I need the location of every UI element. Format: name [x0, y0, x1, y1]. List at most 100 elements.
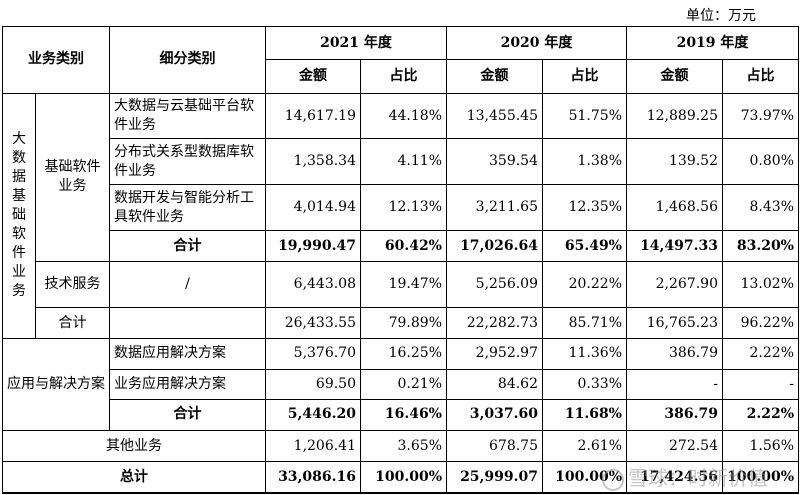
cell-value: 73.97%	[722, 92, 799, 140]
cell-value: 84.62	[446, 368, 543, 400]
cell-value: 25,999.07	[446, 461, 543, 495]
row-name: 数据应用解决方案	[109, 338, 266, 370]
cell-value: 2,952.97	[446, 338, 543, 370]
cell-value: 11.36%	[542, 338, 627, 370]
cell-value: 1,468.56	[626, 184, 723, 232]
grand-total-row: 总计 33,086.16 100.00% 25,999.07 100.00% 1…	[2, 461, 799, 495]
cell-value: 2.61%	[542, 429, 627, 463]
cell-value: 51.75%	[542, 92, 627, 140]
cell-value: 83.20%	[722, 230, 799, 263]
group-application: 应用与解决方案	[2, 338, 110, 431]
cell-value: 272.54	[626, 429, 723, 463]
header-row-columns: 金额 占比 金额 占比 金额 占比	[3, 59, 799, 94]
table-row: 应用与解决方案 数据应用解决方案 5,376.70 16.25% 2,952.9…	[2, 338, 799, 431]
cell-value: 11.68%	[542, 398, 627, 431]
cell-value: 5,376.70	[265, 338, 361, 370]
row-subname: /	[109, 261, 266, 309]
cell-value: 100.00%	[542, 461, 627, 495]
unit-label: 单位：万元	[686, 8, 756, 24]
header-amount: 金额	[265, 59, 361, 94]
table-row: 大 数 据 基 础 软 件 业 务 基础软件业务 大数据与云基础平台软件业务 1…	[2, 92, 799, 340]
cell-value: 1,358.34	[265, 138, 361, 186]
header-amount: 金额	[626, 59, 723, 94]
cell-value: 6,443.08	[265, 261, 361, 309]
cell-value: 1.38%	[542, 138, 627, 186]
cell-value: 16.46%	[360, 398, 447, 431]
empty-cell	[109, 307, 266, 340]
row-name: 其他业务	[2, 429, 266, 463]
group-base-software: 基础软件业务	[35, 92, 110, 263]
cell-value: 386.79	[626, 398, 723, 431]
cell-value: 0.21%	[360, 368, 447, 400]
header-amount: 金额	[446, 59, 543, 94]
header-year-2020: 2020 年度	[446, 25, 627, 61]
group-bigdata-char: 基	[12, 188, 26, 205]
header-ratio: 占比	[722, 59, 799, 94]
cell-value: 44.18%	[360, 92, 447, 140]
group-bigdata-char: 据	[12, 169, 26, 186]
cell-value: 79.89%	[360, 307, 447, 340]
cell-value: 3.65%	[360, 429, 447, 463]
subtotal-row: 合计 19,990.47 60.42% 17,026.64 65.49% 14,…	[3, 230, 799, 263]
cell-value: 69.50	[265, 368, 361, 400]
cell-value: 5,446.20	[265, 398, 361, 431]
cell-value: 0.80%	[722, 138, 799, 186]
group-bigdata-char: 务	[12, 283, 26, 300]
cell-value: 33,086.16	[265, 461, 361, 495]
cell-value: 100.00%	[722, 461, 799, 495]
cell-value: 16,765.23	[626, 307, 723, 340]
cell-value: 20.22%	[542, 261, 627, 309]
revenue-table: 业务类别 细分类别 2021 年度 2020 年度 2019 年度 金额 占比 …	[2, 25, 799, 495]
cell-value: 1.56%	[722, 429, 799, 463]
cell-value: 12.35%	[542, 184, 627, 232]
cell-value: 13.02%	[722, 261, 799, 309]
row-name: 合计	[109, 398, 266, 431]
subtotal-row: 合计 26,433.55 79.89% 22,282.73 85.71% 16,…	[3, 307, 799, 340]
group-bigdata: 大 数 据 基 础 软 件 业 务	[2, 92, 36, 340]
subtotal-row: 合计 5,446.20 16.46% 3,037.60 11.68% 386.7…	[3, 398, 799, 431]
cell-value: 8.43%	[722, 184, 799, 232]
cell-value: 2.22%	[722, 398, 799, 431]
table-row: 分布式关系型数据库软件业务 1,358.34 4.11% 359.54 1.38…	[3, 138, 799, 186]
group-bigdata-char: 数	[12, 150, 26, 167]
row-name: 技术服务	[35, 261, 110, 309]
row-name: 合计	[35, 307, 110, 340]
group-bigdata-char: 件	[12, 245, 26, 262]
cell-value: 26,433.55	[265, 307, 361, 340]
cell-value: 17,026.64	[446, 230, 543, 263]
cell-value: 17,424.56	[626, 461, 723, 495]
cell-value: 14,497.33	[626, 230, 723, 263]
group-bigdata-char: 软	[12, 226, 26, 243]
cell-value: 4.11%	[360, 138, 447, 186]
row-name: 业务应用解决方案	[109, 368, 266, 400]
row-name: 总计	[2, 461, 266, 495]
cell-value: 386.79	[626, 338, 723, 370]
header-row-years: 业务类别 细分类别 2021 年度 2020 年度 2019 年度	[2, 25, 799, 94]
cell-value: 96.22%	[722, 307, 799, 340]
cell-value: 3,037.60	[446, 398, 543, 431]
group-bigdata-char: 大	[12, 131, 26, 148]
header-year-2021: 2021 年度	[265, 25, 447, 61]
group-bigdata-char: 业	[12, 264, 26, 281]
cell-value: 1,206.41	[265, 429, 361, 463]
cell-value: 65.49%	[542, 230, 627, 263]
table-row: 其他业务 1,206.41 3.65% 678.75 2.61% 272.54 …	[2, 429, 799, 463]
cell-value: 2,267.90	[626, 261, 723, 309]
row-name: 分布式关系型数据库软件业务	[109, 138, 266, 186]
cell-value: 19.47%	[360, 261, 447, 309]
header-ratio: 占比	[542, 59, 627, 94]
row-name: 数据开发与智能分析工具软件业务	[109, 184, 266, 232]
cell-value: -	[626, 368, 723, 400]
cell-value: 85.71%	[542, 307, 627, 340]
cell-value: 3,211.65	[446, 184, 543, 232]
cell-value: 12.13%	[360, 184, 447, 232]
cell-value: 2.22%	[722, 338, 799, 370]
cell-value: 16.25%	[360, 338, 447, 370]
table-row: 业务应用解决方案 69.50 0.21% 84.62 0.33% - -	[3, 368, 799, 400]
cell-value: 359.54	[446, 138, 543, 186]
row-name: 大数据与云基础平台软件业务	[109, 92, 266, 140]
cell-value: 139.52	[626, 138, 723, 186]
cell-value: 60.42%	[360, 230, 447, 263]
cell-value: 13,455.45	[446, 92, 543, 140]
cell-value: 22,282.73	[446, 307, 543, 340]
